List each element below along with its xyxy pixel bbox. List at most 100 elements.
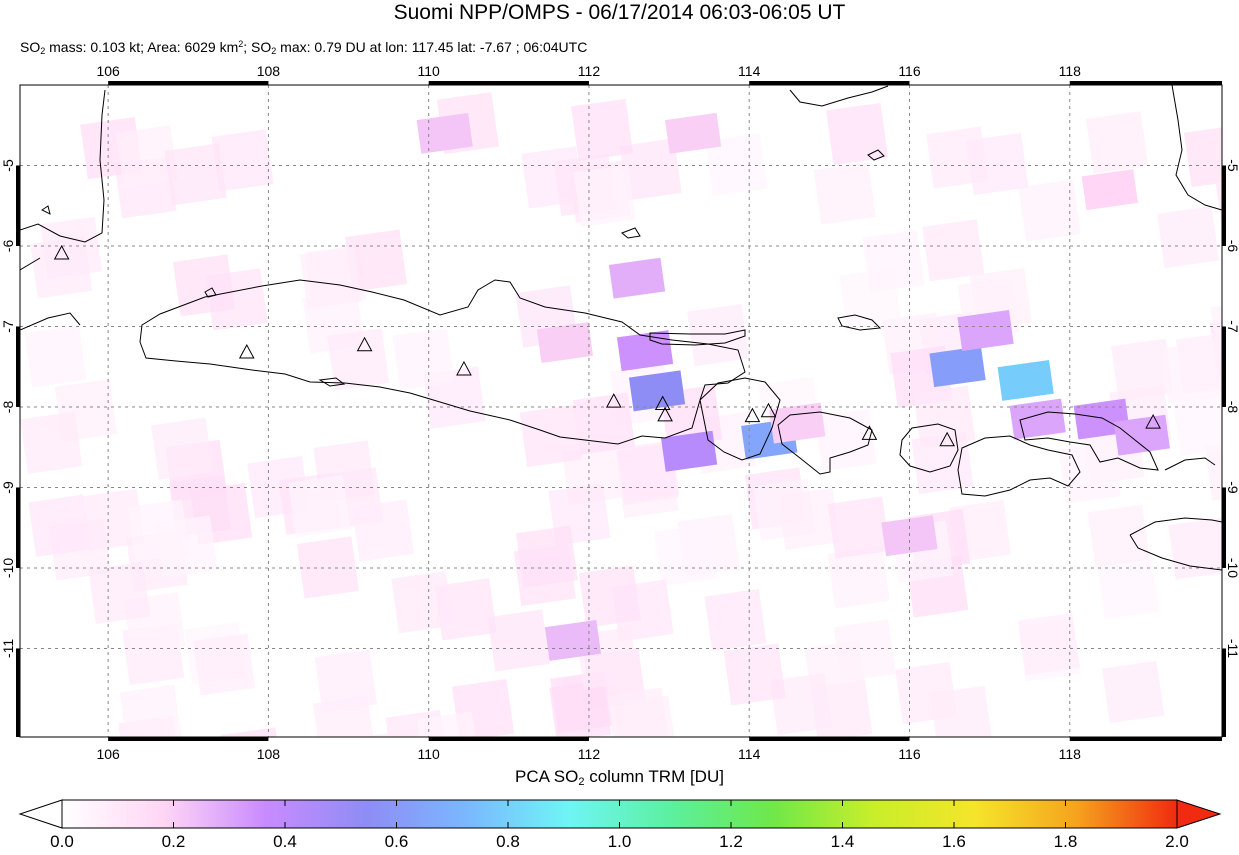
colorbar-title: PCA SO2 column TRM [DU] [0, 767, 1239, 788]
colorbar-title-sub: 2 [578, 776, 585, 788]
noise-pixel [814, 408, 877, 472]
noise-pixel [1058, 441, 1121, 504]
noise-pixel [1160, 340, 1222, 404]
noise-pixel [1086, 111, 1149, 174]
noise-pixel [922, 219, 985, 282]
noise-pixel [930, 685, 993, 737]
volcano-marker [456, 360, 472, 376]
noise-pixel [28, 494, 91, 557]
lon-label-bottom: 106 [96, 746, 120, 762]
lat-label-left: -7 [0, 320, 16, 333]
noise-pixel [705, 133, 768, 196]
summary-text: SO [20, 39, 41, 55]
lat-label-left: -8 [0, 401, 16, 414]
so2-pixel [416, 112, 473, 154]
noise-pixel [521, 146, 584, 209]
lat-label-right: -6 [1225, 240, 1239, 253]
noise-pixel [827, 496, 890, 559]
so2-pixel [1009, 398, 1066, 440]
colorbar-label: 1.6 [942, 832, 966, 851]
lon-label-bottom: 118 [1059, 746, 1082, 762]
lat-label-right: -10 [1225, 558, 1239, 578]
kalimantan-coastline [789, 85, 889, 107]
volcano-marker [605, 393, 622, 408]
colorbar-high-arrow [1176, 799, 1222, 829]
colorbar-title-text: PCA SO [515, 767, 579, 786]
frame-band [108, 81, 269, 85]
noise-pixel [172, 254, 236, 317]
noise-pixel [312, 696, 376, 737]
so2-pixel [929, 346, 986, 388]
frame-band [16, 648, 20, 737]
noise-pixel [704, 588, 767, 652]
noise-pixel [391, 571, 454, 634]
sumbawa-east [1019, 411, 1159, 471]
noise-pixel [88, 561, 151, 625]
noise-pixel [351, 499, 415, 562]
summary-text: mass: 0.103 kt; Area: 6029 km [45, 39, 239, 55]
volcano-marker [238, 343, 255, 359]
noise-pixel [1097, 556, 1160, 620]
colorbar [18, 799, 1222, 829]
small-island [318, 377, 346, 387]
lon-label-top: 114 [738, 63, 761, 79]
noise-pixel [687, 304, 750, 367]
bawean-island [621, 227, 641, 239]
volcano-marker [53, 244, 70, 260]
frame-band [1069, 81, 1222, 85]
volcano-marker [861, 425, 878, 440]
lon-label-bottom: 112 [578, 746, 601, 762]
colorbar-label: 0.4 [273, 832, 297, 851]
noise-pixel [314, 649, 378, 712]
lon-label-top: 112 [578, 63, 601, 79]
noise-pixel [296, 536, 359, 599]
colorbar-label: 1.4 [830, 832, 855, 851]
graticule [20, 85, 1222, 737]
small-island [204, 287, 217, 298]
summary-sup: 2 [238, 39, 244, 49]
lon-label-bottom: 110 [418, 746, 441, 762]
colorbar-label: 1.2 [719, 832, 743, 851]
noise-pixel [1204, 438, 1222, 501]
noise-pixel [40, 216, 103, 279]
noise-pixel [1087, 504, 1150, 567]
so2-pixel [661, 430, 718, 472]
frame-tick-bands [16, 81, 1226, 741]
lon-label-top: 108 [257, 63, 281, 79]
lat-label-left: -6 [0, 240, 16, 253]
lombok-coastline [899, 423, 959, 473]
lon-label-top: 110 [418, 63, 441, 79]
noise-pixel [619, 138, 682, 201]
small-island [41, 205, 51, 215]
noise-pixel [549, 680, 612, 737]
so2-pixel [608, 257, 666, 299]
so2-pixel [957, 310, 1014, 351]
lat-label-right: -5 [1225, 159, 1239, 172]
noise-pixel [344, 229, 408, 292]
flores-fragment [1164, 457, 1216, 471]
frame-band [1222, 648, 1226, 737]
frame-band [428, 81, 589, 85]
small-island [867, 149, 885, 161]
sulawesi-coastline [1171, 85, 1222, 211]
noise-pixel [606, 687, 670, 737]
so2-pixel-layer [416, 112, 1170, 661]
map-frame [19, 84, 1223, 738]
noise-pixel [571, 98, 634, 161]
lon-label-bottom: 114 [738, 746, 761, 762]
noise-pixel [833, 619, 896, 682]
noise-pixel [926, 126, 989, 189]
noise-pixel [1157, 206, 1220, 269]
lat-label-right: -9 [1225, 481, 1239, 494]
so2-pixel [997, 359, 1054, 401]
so2-pixel [1081, 169, 1138, 211]
frame-band [749, 737, 910, 741]
noise-pixel [151, 417, 214, 480]
sumba-coastline [1129, 517, 1222, 571]
map-title: Suomi NPP/OMPS - 06/17/2014 06:03-06:05 … [393, 1, 846, 24]
frame-band [16, 165, 20, 246]
so2-pixel [616, 330, 674, 372]
summary-text: ; SO [243, 39, 272, 55]
colorbar-title-text: column TRM [DU] [584, 767, 724, 786]
